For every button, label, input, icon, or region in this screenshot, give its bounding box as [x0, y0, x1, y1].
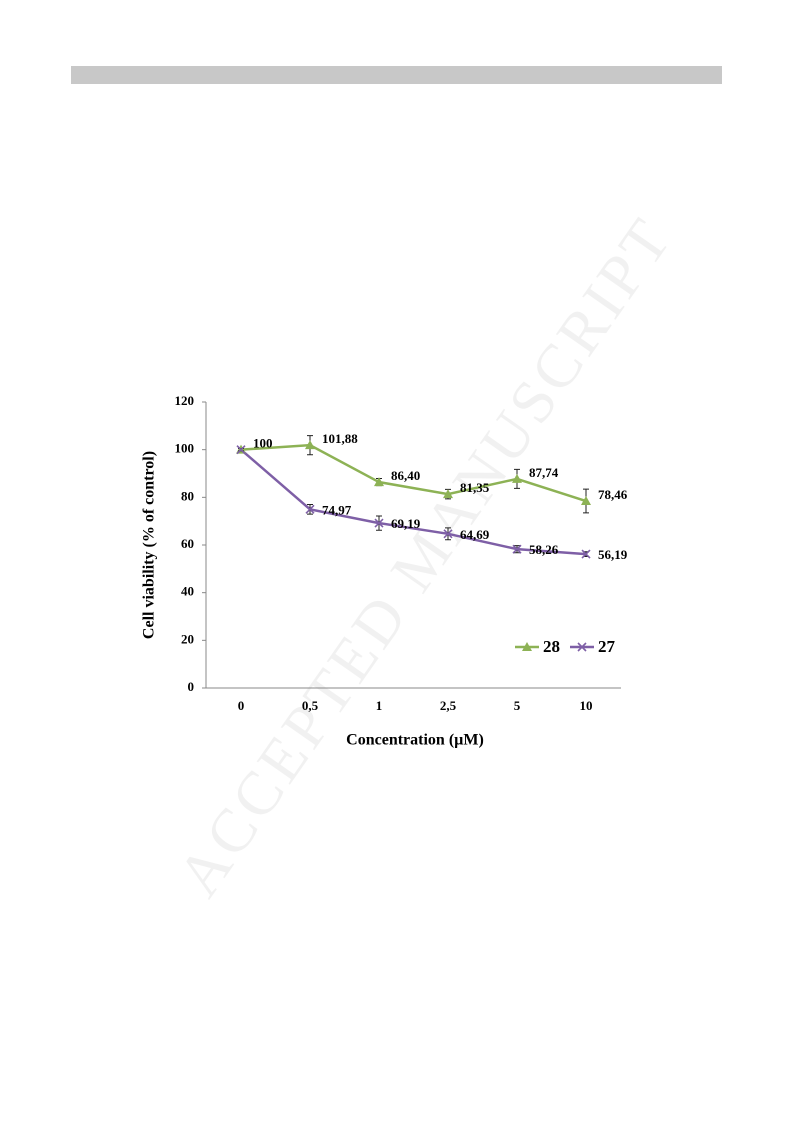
y-axis-label: Cell viability (% of control): [141, 451, 158, 639]
data-label: 78,46: [598, 487, 628, 502]
header-bar: [71, 66, 722, 84]
y-tick-label: 20: [181, 631, 194, 646]
data-label: 101,88: [322, 431, 358, 446]
data-label: 56,19: [598, 547, 628, 562]
y-tick-label: 60: [181, 536, 194, 551]
legend-label: 28: [543, 637, 560, 656]
x-tick-label: 5: [514, 698, 521, 713]
data-label: 64,69: [460, 527, 490, 542]
marker: [581, 496, 591, 506]
data-label: 74,97: [322, 502, 352, 517]
marker: [443, 489, 453, 499]
y-tick-label: 80: [181, 488, 194, 503]
marker: [374, 477, 384, 487]
data-label: 86,40: [391, 468, 420, 483]
series-line: [240, 448, 587, 556]
x-axis-label: Concentration (µM): [346, 732, 484, 749]
marker: [374, 518, 384, 528]
legend-marker: [522, 642, 532, 651]
data-label: 81,35: [460, 480, 490, 495]
data-label: 100: [253, 436, 273, 451]
x-tick-label: 1: [376, 698, 383, 713]
marker: [443, 529, 453, 539]
marker: [512, 544, 522, 554]
marker: [581, 549, 591, 559]
y-tick-label: 120: [175, 393, 195, 408]
x-tick-label: 0: [238, 698, 245, 713]
y-tick-label: 0: [188, 679, 195, 694]
y-tick-label: 40: [181, 584, 194, 599]
marker: [305, 440, 315, 450]
x-tick-label: 0,5: [302, 698, 319, 713]
marker: [305, 504, 315, 514]
data-label: 69,19: [391, 516, 421, 531]
legend-marker: [577, 642, 587, 652]
series-line: [240, 443, 587, 503]
x-tick-label: 2,5: [440, 698, 457, 713]
data-label: 87,74: [529, 465, 559, 480]
x-tick-label: 10: [580, 698, 593, 713]
legend-label: 27: [598, 637, 616, 656]
data-label: 58,26: [529, 542, 559, 557]
marker: [512, 473, 522, 483]
y-tick-label: 100: [175, 441, 195, 456]
marker: [236, 445, 246, 455]
